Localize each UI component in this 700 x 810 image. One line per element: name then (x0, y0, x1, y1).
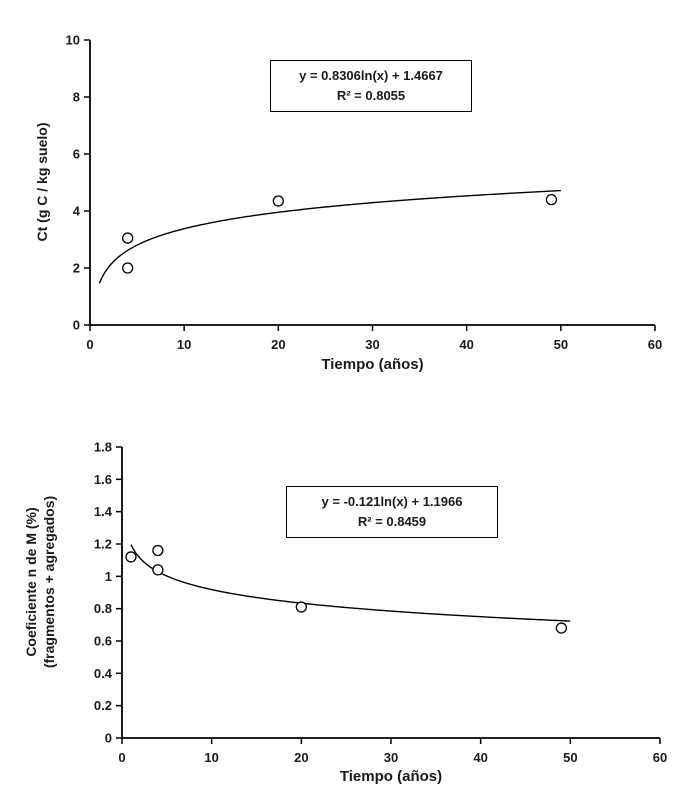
x-tick-label: 30 (365, 337, 379, 352)
y-tick-label: 0.4 (94, 666, 113, 681)
x-axis-title: Tiempo (años) (339, 768, 443, 785)
x-tick-label: 50 (554, 337, 568, 352)
x-tick-label: 40 (473, 750, 487, 765)
y-tick-label: 1.4 (94, 504, 113, 519)
y-tick-label: 0 (105, 731, 112, 746)
y-tick-label: 8 (73, 90, 80, 105)
data-point-marker (545, 193, 558, 206)
y-tick-label: 1.8 (94, 440, 112, 455)
r-squared-text: R² = 0.8055 (336, 88, 406, 104)
equation-text: y = 0.8306ln(x) + 1.4667 (299, 68, 443, 83)
equation-box: y = 0.8306ln(x) + 1.4667 R² = 0.8055 (270, 60, 472, 113)
y-tick-label: 0.8 (94, 601, 112, 616)
y-tick-label: 2 (73, 261, 80, 276)
trendline (130, 544, 571, 622)
x-tick-label: 60 (648, 337, 662, 352)
data-point-marker (272, 195, 284, 207)
data-point-marker (125, 551, 137, 563)
plot-area: 0 10 20 30 40 50 60 0 0.2 0.4 0.6 0.8 1 1.2 1.4 1.6 1.8 (94, 440, 667, 766)
y-tick-label: 0.6 (94, 634, 112, 649)
x-tick-label: 60 (653, 750, 667, 765)
y-axis-title-line1: Coeficiente n de M (%) (22, 507, 39, 657)
r-squared-text: R² = 0.8459 (357, 514, 427, 530)
y-axis-title: Coeficiente n de M (%) (fragmentos + agr… (22, 496, 58, 668)
y-tick-label: 1.6 (94, 472, 112, 487)
data-point-marker (122, 232, 134, 244)
y-tick-label: 1.2 (94, 537, 112, 552)
x-tick-label: 50 (563, 750, 577, 765)
x-tick-label: 20 (294, 750, 308, 765)
equation-text: y = -0.121ln(x) + 1.1966 (321, 494, 463, 509)
x-tick-label: 30 (384, 750, 398, 765)
y-tick-label: 1 (105, 569, 112, 584)
data-point-marker (295, 601, 307, 613)
y-axis-title: Ct (g C / kg suelo) (33, 122, 50, 242)
x-tick-label: 10 (204, 750, 218, 765)
trendline (98, 189, 561, 284)
data-point-marker (152, 564, 164, 576)
plot-area: 0 10 20 30 40 50 60 0 2 4 6 8 10 (66, 33, 663, 353)
y-tick-label: 0 (73, 318, 80, 333)
x-tick-label: 0 (86, 337, 93, 352)
y-tick-label: 0.2 (94, 698, 112, 713)
y-tick-label: 6 (73, 147, 80, 162)
x-tick-label: 10 (177, 337, 191, 352)
data-point-marker (122, 262, 134, 274)
data-point-marker (555, 622, 568, 634)
x-tick-label: 20 (271, 337, 285, 352)
x-axis-title: Tiempo (años) (321, 356, 424, 373)
scatter-chart-coeficiente: Coeficiente n de M (%) (fragmentos + agr… (0, 410, 700, 810)
equation-box: y = -0.121ln(x) + 1.1966 R² = 0.8459 (286, 486, 498, 539)
y-tick-label: 4 (73, 204, 81, 219)
y-tick-label: 10 (66, 33, 80, 48)
data-point-marker (152, 544, 164, 557)
x-tick-label: 40 (459, 337, 473, 352)
x-tick-label: 0 (118, 750, 125, 765)
scatter-chart-ct: Ct (g C / kg suelo) 0 10 20 30 40 50 60 0 2 4 6 8 10… (33, 33, 663, 374)
y-axis-title-line2: (fragmentos + agregados) (41, 495, 57, 669)
